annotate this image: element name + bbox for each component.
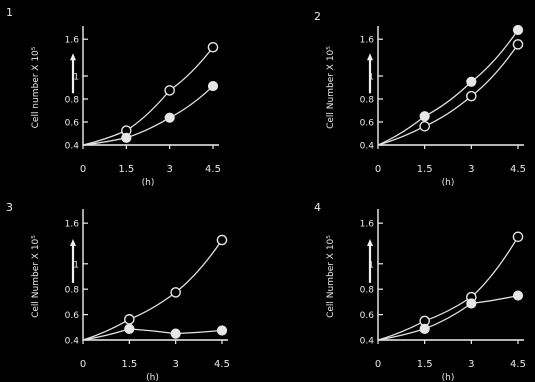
panel-label: 2 xyxy=(314,10,321,23)
y-tick-label: 1.6 xyxy=(360,220,375,230)
x-tick-label: 0 xyxy=(375,359,381,370)
y-tick-label: 0.6 xyxy=(65,311,80,321)
y-arrow-head-icon xyxy=(70,238,76,246)
x-tick-label: 1.5 xyxy=(417,359,433,370)
data-point-filled xyxy=(121,132,132,143)
data-point-filled xyxy=(419,323,430,334)
y-tick-label: 0.8 xyxy=(360,96,375,106)
x-tick-label: 0 xyxy=(80,164,86,175)
series-line-2 xyxy=(377,44,519,146)
y-tick-label: 1.6 xyxy=(65,36,80,46)
series-line-2 xyxy=(82,328,223,341)
data-point-filled xyxy=(512,290,524,301)
y-axis-label: Cell number X 10⁵ xyxy=(31,46,41,128)
y-tick-label: 1.6 xyxy=(65,220,80,230)
data-point-open xyxy=(124,314,135,325)
y-axis-label: Cell Number X 10⁵ xyxy=(31,235,41,318)
x-axis-label: (h) xyxy=(442,178,455,188)
panel-label: 4 xyxy=(314,201,321,214)
data-point-filled xyxy=(216,325,228,336)
y-tick-label: 0.6 xyxy=(360,119,375,129)
y-tick-label: 0.4 xyxy=(65,337,80,347)
data-point-open xyxy=(216,234,228,246)
y-arrow-head-icon xyxy=(367,238,373,246)
data-point-filled xyxy=(124,323,135,334)
x-axis-label: (h) xyxy=(146,373,159,382)
x-tick-label: 1.5 xyxy=(121,359,137,370)
data-point-open xyxy=(207,41,219,53)
series-line-1 xyxy=(82,239,223,341)
y-tick-label: 0.6 xyxy=(65,119,80,129)
y-tick-label: 1 xyxy=(368,73,374,83)
panel-label: 3 xyxy=(6,201,13,214)
y-tick-label: 0.6 xyxy=(360,311,375,321)
data-point-filled xyxy=(164,112,175,123)
data-point-filled xyxy=(512,24,524,36)
panel-label: 1 xyxy=(6,6,13,19)
y-tick-label: 0.8 xyxy=(360,286,375,296)
y-axis-label: Cell Number X 10⁵ xyxy=(326,46,336,129)
series-line-1 xyxy=(377,236,519,341)
x-tick-label: 3 xyxy=(166,164,172,175)
y-tick-label: 1 xyxy=(73,260,79,270)
data-point-filled xyxy=(170,328,181,339)
chart-panel-2: 2 0.4 0.6 0.8 1 1.6 0 1.5 3 4.5 (h) Cell Number X 1… xyxy=(314,10,526,188)
x-tick-label: 3 xyxy=(468,359,474,370)
y-tick-label: 1 xyxy=(73,73,79,83)
data-point-filled xyxy=(419,111,430,122)
data-point-filled xyxy=(207,80,219,92)
y-axis-label: Cell Number X 10⁵ xyxy=(326,235,336,318)
x-tick-label: 1.5 xyxy=(118,164,134,175)
data-point-filled xyxy=(466,76,477,87)
chart-panel-3: 3 0.4 0.6 0.8 1 1.6 0 1.5 3 4.5 (h) Cell Number X 1… xyxy=(6,201,230,382)
x-tick-label: 4.5 xyxy=(510,359,526,370)
y-tick-label: 1.6 xyxy=(360,36,375,46)
data-point-open xyxy=(419,121,430,132)
y-arrow-head-icon xyxy=(70,53,76,61)
x-tick-label: 0 xyxy=(375,164,381,175)
y-arrow-head-icon xyxy=(367,53,373,61)
data-point-open xyxy=(466,90,477,102)
y-tick-label: 0.4 xyxy=(360,142,375,152)
chart-panel-1: 1 0.4 0.6 0.8 1 1.6 0 1.5 3 4.5 (h) Cell number X 1… xyxy=(6,6,221,188)
chart-panel-4: 4 0.4 0.6 0.8 1 1.6 0 1.5 3 4.5 (h) Cell Number X 1… xyxy=(314,201,526,382)
x-tick-label: 1.5 xyxy=(417,164,433,175)
x-tick-label: 4.5 xyxy=(214,359,230,370)
data-point-open xyxy=(512,231,524,243)
x-tick-label: 0 xyxy=(80,359,86,370)
series-line-1 xyxy=(377,29,519,146)
y-tick-label: 1 xyxy=(368,260,374,270)
x-tick-label: 3 xyxy=(172,359,178,370)
x-axis-label: (h) xyxy=(142,178,155,188)
y-tick-label: 0.4 xyxy=(360,337,375,347)
data-point-open xyxy=(164,85,175,96)
x-axis-label: (h) xyxy=(442,373,455,382)
series-line-2 xyxy=(82,85,214,146)
x-tick-label: 3 xyxy=(468,164,474,175)
y-tick-label: 0.8 xyxy=(65,96,80,106)
x-tick-label: 4.5 xyxy=(510,164,526,175)
data-point-filled xyxy=(466,298,477,309)
series-line-1 xyxy=(82,46,214,146)
series-line-2 xyxy=(377,294,519,341)
data-point-open xyxy=(170,287,181,298)
data-point-open xyxy=(512,39,524,50)
y-tick-label: 0.8 xyxy=(65,286,80,296)
y-tick-label: 0.4 xyxy=(65,142,80,152)
x-tick-label: 4.5 xyxy=(205,164,221,175)
